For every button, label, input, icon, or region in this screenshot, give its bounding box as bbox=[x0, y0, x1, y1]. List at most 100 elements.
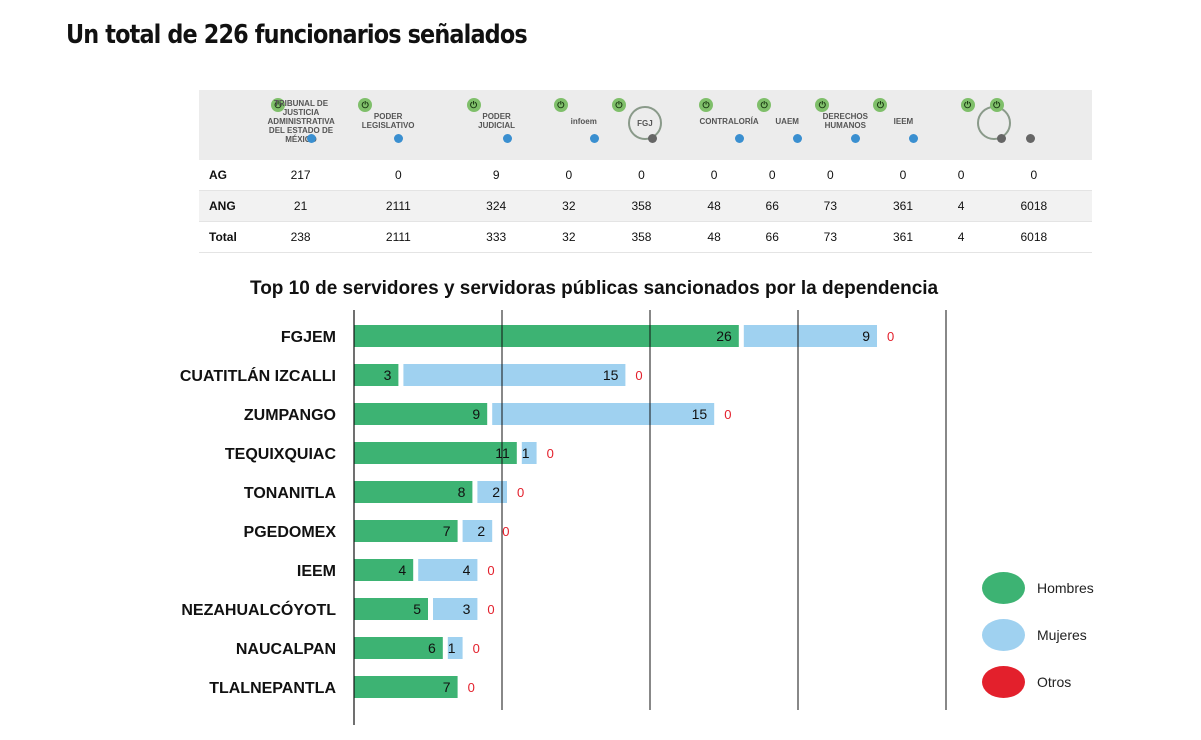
category-label: CUATITLÁN IZCALLI bbox=[180, 366, 336, 385]
summary-table: ⏻ TRIBUNAL DE JUSTICIA ADMINISTRATIVA DEL… bbox=[199, 90, 1092, 253]
fgj-logo: ⏻ FGJ bbox=[598, 90, 685, 160]
table-cell: 324 bbox=[452, 190, 540, 222]
poder-legislativo-logo: ⏻ PODER LEGISLATIVO bbox=[344, 90, 452, 160]
legend-item: Otros bbox=[982, 658, 1094, 705]
poder-judicial-logo: ⏻ PODER JUDICIAL bbox=[453, 90, 540, 160]
table-cell: 0 bbox=[685, 160, 744, 191]
badge-icon bbox=[793, 134, 803, 143]
legend-label: Otros bbox=[1037, 673, 1072, 690]
table-cell: 66 bbox=[743, 190, 802, 222]
bar-mujeres bbox=[492, 403, 715, 425]
table-cell: 238 bbox=[257, 221, 345, 253]
row-label: Total bbox=[199, 221, 257, 253]
data-label-hombres: 7 bbox=[443, 523, 451, 539]
plug-icon: ⏻ bbox=[466, 98, 481, 112]
data-label-otros: 0 bbox=[517, 485, 524, 500]
badge-icon bbox=[502, 134, 512, 143]
plug-icon: ⏻ bbox=[815, 98, 830, 112]
table-cell: 32 bbox=[539, 221, 598, 253]
data-label-hombres: 9 bbox=[472, 406, 480, 422]
logo-mark: FGJ bbox=[627, 106, 662, 140]
badge-icon bbox=[909, 134, 919, 143]
plug-icon: ⏻ bbox=[960, 98, 975, 112]
table-cell: 361 bbox=[859, 221, 947, 253]
table-cell: 48 bbox=[685, 190, 744, 222]
logo-cell: ⏻ CONTRALORÍA bbox=[685, 90, 759, 160]
row-label: ANG bbox=[199, 190, 257, 222]
contraloria-logo: ⏻ CONTRALORÍA bbox=[685, 90, 759, 160]
category-label: IEEM bbox=[297, 563, 336, 580]
headline: Un total de 226 funcionarios señalados bbox=[66, 20, 528, 50]
table-cell: 361 bbox=[859, 190, 947, 222]
logo-cell: ⏻ bbox=[975, 90, 1092, 160]
data-label-otros: 0 bbox=[724, 407, 731, 422]
ieem-logo: ⏻ IEEM bbox=[859, 90, 946, 160]
bar-hombres bbox=[354, 520, 458, 542]
category-label: TLALNEPANTLA bbox=[209, 680, 336, 697]
table-cell: 2111 bbox=[344, 221, 453, 253]
category-label: ZUMPANGO bbox=[244, 407, 336, 424]
logo-cell: ⏻ bbox=[946, 90, 1011, 160]
data-label-mujeres: 4 bbox=[463, 562, 471, 578]
data-label-hombres: 6 bbox=[428, 640, 436, 656]
table-row: ANG 21 2111 324 32 358 48 66 73 361 4 6018 bbox=[199, 190, 1092, 222]
data-label-otros: 0 bbox=[502, 524, 509, 539]
logo-cell: ⏻ TRIBUNAL DE JUSTICIA ADMINISTRATIVA DEL… bbox=[257, 90, 345, 160]
table-cell: 0 bbox=[859, 160, 947, 191]
derechos-humanos-logo: ⏻ DERECHOS HUMANOS bbox=[801, 90, 868, 160]
tribunal-justicia-administrativa-logo: ⏻ TRIBUNAL DE JUSTICIA ADMINISTRATIVA DEL… bbox=[257, 90, 344, 160]
category-label: NEZAHUALCÓYOTL bbox=[181, 600, 336, 619]
legend-swatch bbox=[982, 618, 1025, 651]
bar-hombres bbox=[354, 442, 517, 464]
data-label-otros: 0 bbox=[547, 446, 554, 461]
data-label-mujeres: 9 bbox=[862, 328, 870, 344]
badge-icon bbox=[996, 134, 1006, 143]
table-cell: 0 bbox=[597, 160, 686, 191]
badge-icon bbox=[735, 134, 745, 143]
table-row: AG 217 0 9 0 0 0 0 0 0 0 0 bbox=[199, 160, 1092, 191]
table-cell: 358 bbox=[597, 190, 686, 222]
bar-mujeres bbox=[462, 520, 493, 542]
logo-mark bbox=[1000, 106, 1040, 136]
badge-icon bbox=[589, 134, 599, 143]
badge-icon bbox=[647, 134, 657, 143]
bar-hombres bbox=[354, 364, 399, 386]
data-label-mujeres: 15 bbox=[692, 406, 708, 422]
data-label-mujeres: 2 bbox=[492, 484, 500, 500]
data-label-mujeres: 1 bbox=[448, 640, 456, 656]
badge-icon bbox=[1025, 134, 1035, 143]
bar-hombres bbox=[354, 559, 414, 581]
table-cell: 48 bbox=[685, 221, 744, 253]
plug-icon: ⏻ bbox=[271, 98, 285, 112]
data-label-otros: 0 bbox=[635, 368, 642, 383]
bar-hombres bbox=[354, 598, 428, 620]
table-cell: 0 bbox=[946, 160, 976, 191]
badge-icon bbox=[394, 134, 404, 143]
justice-scale-logo: ⏻ bbox=[947, 90, 1011, 160]
logo-cell: ⏻ UAEM bbox=[743, 90, 803, 160]
category-label: TONANITLA bbox=[244, 485, 337, 502]
chart-title: Top 10 de servidores y servidoras públic… bbox=[250, 278, 939, 299]
plug-icon: ⏻ bbox=[757, 98, 772, 112]
table-cell: 9 bbox=[452, 160, 540, 191]
row-label: AG bbox=[199, 160, 257, 191]
plug-icon: ⏻ bbox=[989, 98, 1004, 112]
table-cell: 32 bbox=[539, 190, 598, 222]
plug-icon: ⏻ bbox=[358, 98, 373, 112]
data-label-hombres: 3 bbox=[384, 367, 392, 383]
logo-cell: ⏻ PODER JUDICIAL bbox=[452, 90, 540, 160]
data-label-hombres: 4 bbox=[398, 562, 406, 578]
table-cell: 2111 bbox=[344, 190, 453, 222]
logo-cell: ⏻ IEEM bbox=[859, 90, 947, 160]
bar-hombres bbox=[354, 403, 488, 425]
logo-cell: ⏻ infoem bbox=[539, 90, 599, 160]
logo-mark: CONTRALORÍA bbox=[699, 116, 759, 126]
data-label-mujeres: 1 bbox=[522, 445, 530, 461]
data-label-hombres: 7 bbox=[443, 679, 451, 695]
data-label-otros: 0 bbox=[487, 563, 494, 578]
uaem-logo: ⏻ UAEM bbox=[743, 90, 803, 160]
table-row: Total 238 2111 333 32 358 48 66 73 361 4 6018 bbox=[199, 221, 1092, 253]
corner-cell bbox=[199, 90, 257, 160]
estado-mexico-map-logo: ⏻ bbox=[976, 90, 1092, 160]
